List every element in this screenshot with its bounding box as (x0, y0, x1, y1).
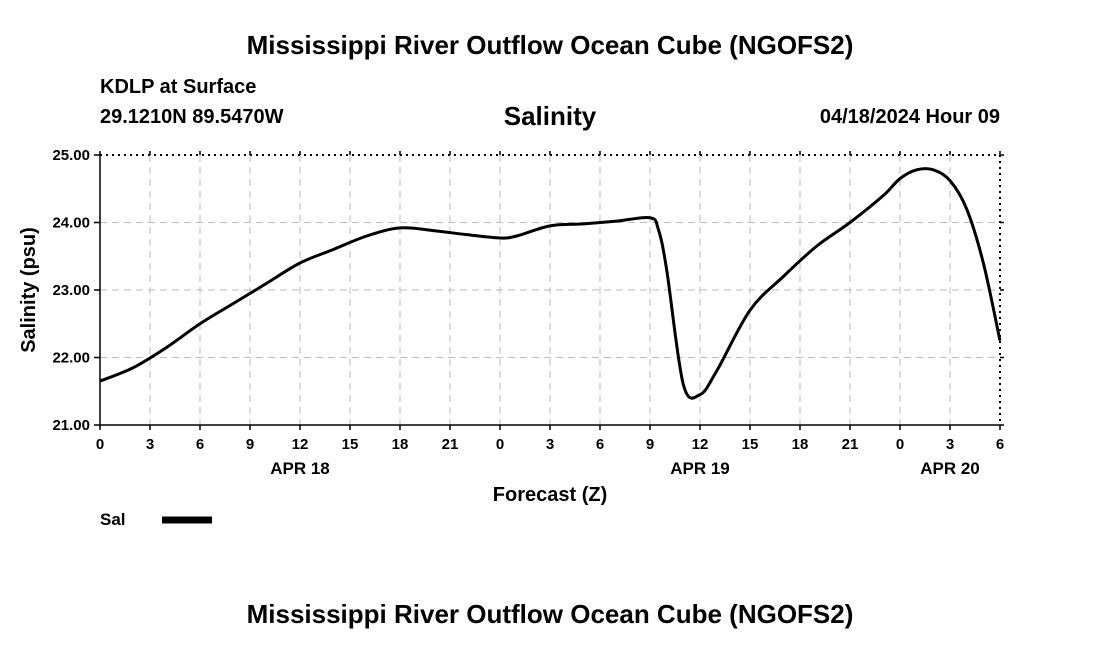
x-tick-label: 3 (946, 436, 954, 453)
x-tick-label: 12 (292, 436, 309, 453)
y-tick-label: 23.00 (52, 282, 90, 299)
x-tick-label: 15 (742, 436, 759, 453)
legend-label: Sal (100, 510, 126, 529)
station-label: KDLP at Surface (100, 76, 257, 98)
x-tick-label: 9 (246, 436, 254, 453)
x-tick-label: 21 (842, 436, 859, 453)
x-tick-label: 0 (896, 436, 904, 453)
x-tick-label: 0 (96, 436, 104, 453)
y-tick-label: 25.00 (52, 147, 90, 164)
x-axis-title: Forecast (Z) (493, 484, 607, 506)
x-tick-label: 6 (196, 436, 204, 453)
variable-title: Salinity (503, 101, 597, 131)
x-tick-label: 18 (792, 436, 809, 453)
x-tick-label: 15 (342, 436, 359, 453)
chart-title: Mississippi River Outflow Ocean Cube (NG… (246, 30, 854, 60)
date-label: APR 18 (270, 459, 330, 478)
x-tick-label: 0 (496, 436, 504, 453)
date-label: APR 19 (670, 459, 730, 478)
footer-title: Mississippi River Outflow Ocean Cube (NG… (246, 599, 854, 629)
x-tick-label: 12 (692, 436, 709, 453)
x-tick-label: 9 (646, 436, 654, 453)
x-tick-label: 21 (442, 436, 459, 453)
y-axis-title: Salinity (psu) (18, 227, 40, 353)
x-tick-label: 6 (596, 436, 604, 453)
series-line-sal (99, 167, 1002, 400)
x-tick-label: 6 (996, 436, 1004, 453)
forecast-datetime: 04/18/2024 Hour 09 (819, 106, 1000, 128)
y-tick-label: 22.00 (52, 350, 90, 367)
x-tick-label: 18 (392, 436, 409, 453)
y-tick-label: 24.00 (52, 215, 90, 232)
y-tick-label: 21.00 (52, 417, 90, 434)
x-tick-label: 3 (146, 436, 154, 453)
x-tick-label: 3 (546, 436, 554, 453)
date-label: APR 20 (920, 459, 980, 478)
station-coordinates: 29.1210N 89.5470W (100, 106, 284, 128)
